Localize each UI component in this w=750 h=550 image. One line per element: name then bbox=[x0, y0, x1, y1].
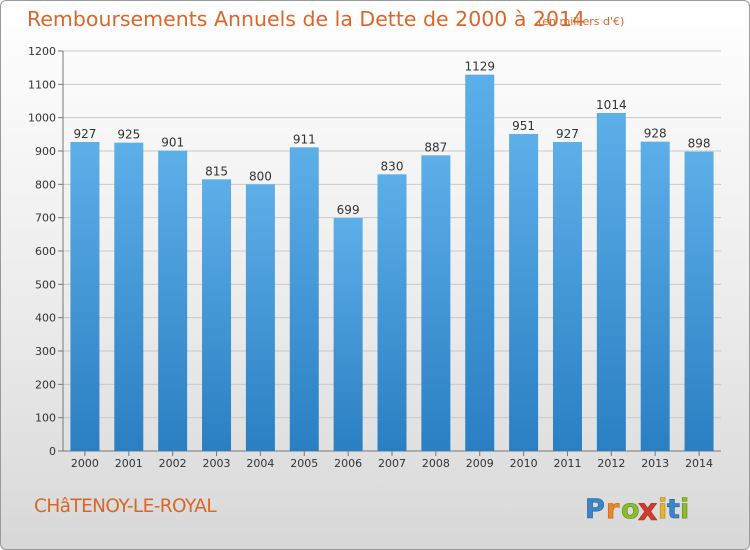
y-tick-label: 900 bbox=[35, 145, 56, 158]
svg-text:i: i bbox=[658, 494, 667, 525]
x-tick-label-2012: 2012 bbox=[597, 457, 625, 470]
data-label-2009: 1129 bbox=[464, 60, 495, 74]
bar-2005 bbox=[289, 147, 319, 452]
data-label-2003: 815 bbox=[205, 164, 228, 178]
bar-2013 bbox=[640, 141, 670, 451]
bar-2010 bbox=[509, 134, 539, 451]
data-label-2000: 927 bbox=[73, 127, 96, 141]
proxiti-logo: P r o x i t i bbox=[581, 488, 701, 536]
x-tick-label-2005: 2005 bbox=[290, 457, 318, 470]
x-tick-label-2011: 2011 bbox=[553, 457, 581, 470]
y-tick-label: 0 bbox=[49, 445, 56, 458]
commune-name: CHâTENOY-LE-ROYAL bbox=[34, 496, 217, 517]
data-label-2013: 928 bbox=[644, 127, 667, 141]
bar-2014 bbox=[684, 151, 714, 451]
data-label-2008: 887 bbox=[424, 140, 447, 154]
data-label-2002: 901 bbox=[161, 136, 184, 150]
bar-2004 bbox=[245, 184, 275, 452]
svg-text:x: x bbox=[638, 493, 657, 528]
chart-title: Remboursements Annuels de la Dette de 20… bbox=[27, 7, 586, 31]
x-tick-labels: 2000 2001 2002 2003 2004 2005 2006 2007 2008 2009… bbox=[71, 457, 713, 470]
y-tick-label: 200 bbox=[35, 378, 56, 391]
x-tick-label-2008: 2008 bbox=[422, 457, 450, 470]
data-label-2012: 1014 bbox=[596, 98, 627, 112]
bar-2003 bbox=[202, 179, 232, 452]
x-tick-label-2003: 2003 bbox=[203, 457, 231, 470]
bar-2002 bbox=[158, 150, 188, 451]
x-tick-label-2007: 2007 bbox=[378, 457, 406, 470]
data-label-2004: 800 bbox=[249, 169, 272, 183]
y-tick-label: 600 bbox=[35, 245, 56, 258]
y-tick-labels: 0 100 200 300 400 500 600 700 800 900 1000 1100 1200 bbox=[28, 45, 56, 458]
data-label-2010: 951 bbox=[512, 119, 535, 133]
bar-2001 bbox=[114, 142, 144, 451]
x-tick-label-2009: 2009 bbox=[466, 457, 494, 470]
bar-2000 bbox=[70, 142, 100, 451]
x-tick-label-2006: 2006 bbox=[334, 457, 362, 470]
y-tick-label: 500 bbox=[35, 278, 56, 291]
svg-text:P: P bbox=[585, 494, 605, 525]
y-tick-label: 700 bbox=[35, 212, 56, 225]
bar-2009 bbox=[465, 74, 495, 452]
x-tick-label-2001: 2001 bbox=[115, 457, 143, 470]
data-label-2005: 911 bbox=[293, 132, 316, 146]
x-tick-label-2004: 2004 bbox=[246, 457, 274, 470]
proxiti-logo-image: P r o x i t i bbox=[585, 493, 690, 529]
data-label-2007: 830 bbox=[381, 159, 404, 173]
x-tick-label-2000: 2000 bbox=[71, 457, 99, 470]
svg-text:o: o bbox=[621, 494, 640, 525]
data-labels: 927 925 901 815 800 911 699 830 887 1129 951 927 101… bbox=[73, 60, 710, 217]
bar-2011 bbox=[552, 142, 582, 451]
svg-text:t: t bbox=[667, 494, 680, 525]
bar-2012 bbox=[596, 113, 626, 451]
x-tick-label-2013: 2013 bbox=[641, 457, 669, 470]
bar-2008 bbox=[421, 155, 451, 452]
chart-subtitle: (en milliers d'€) bbox=[538, 15, 625, 28]
y-tick-label: 1200 bbox=[28, 45, 56, 58]
y-tick-label: 300 bbox=[35, 345, 56, 358]
data-label-2014: 898 bbox=[688, 137, 711, 151]
data-label-2006: 699 bbox=[337, 203, 360, 217]
y-tick-label: 1100 bbox=[28, 78, 56, 91]
svg-text:r: r bbox=[606, 494, 620, 525]
x-tick-label-2002: 2002 bbox=[159, 457, 187, 470]
data-label-2001: 925 bbox=[117, 128, 140, 142]
x-tick-label-2014: 2014 bbox=[685, 457, 713, 470]
y-tick-label: 1000 bbox=[28, 112, 56, 125]
y-tick-label: 100 bbox=[35, 412, 56, 425]
bar-2007 bbox=[377, 174, 407, 452]
bar-2006 bbox=[333, 218, 363, 451]
data-label-2011: 927 bbox=[556, 127, 579, 141]
y-tick-label: 800 bbox=[35, 178, 56, 191]
y-tick-label: 400 bbox=[35, 312, 56, 325]
svg-text:i: i bbox=[680, 494, 689, 525]
x-tick-label-2010: 2010 bbox=[510, 457, 538, 470]
bars bbox=[70, 74, 714, 452]
